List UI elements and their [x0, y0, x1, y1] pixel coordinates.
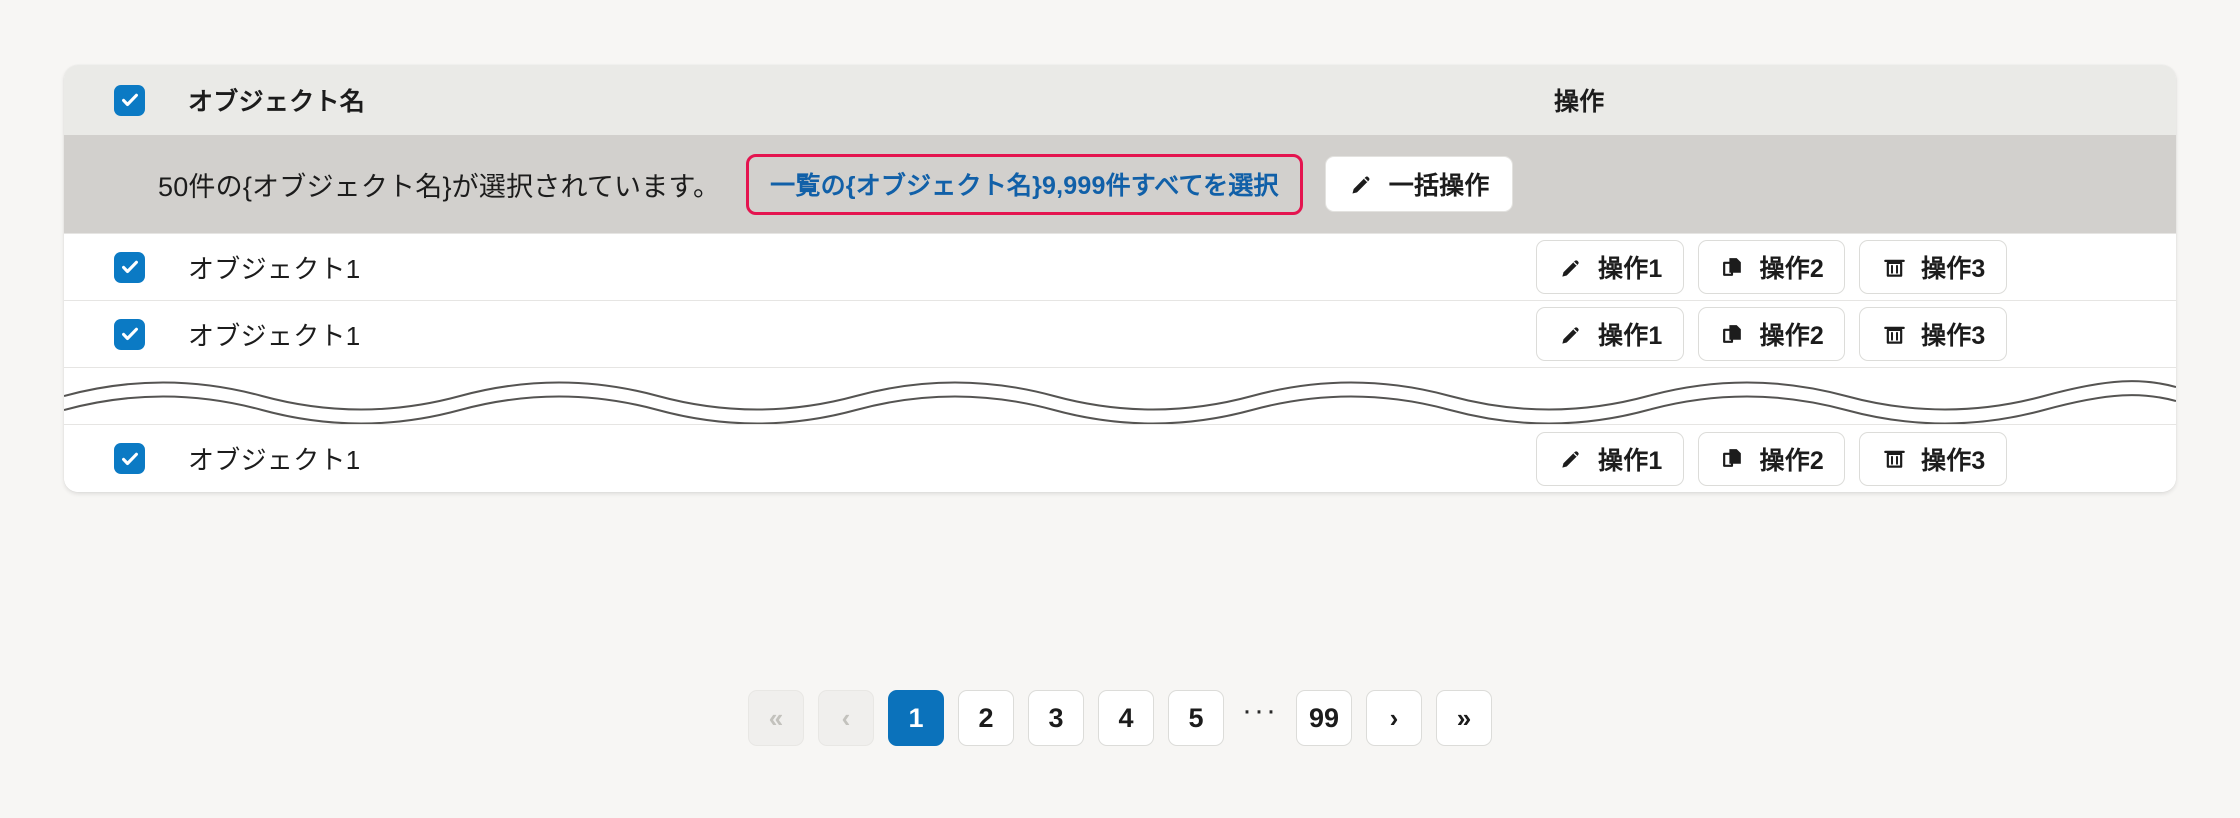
row-action-3-button[interactable]: 操作3 — [1859, 431, 2007, 486]
row-action-2-button[interactable]: 操作2 — [1697, 307, 1846, 361]
row-action-2-button[interactable]: 操作2 — [1697, 240, 1846, 294]
row-action-3-label: 操作3 — [1921, 322, 1986, 350]
select-all-checkbox[interactable] — [114, 84, 145, 116]
pencil-icon — [1348, 170, 1376, 198]
pagination-page-4[interactable]: 4 — [1098, 690, 1154, 746]
row-action-2-label: 操作2 — [1759, 446, 1825, 475]
row-action-1-button[interactable]: 操作1 — [1536, 431, 1684, 486]
object-table-card: オブジェクト名 操作 50件の{オブジェクト名}が選択されています。 一覧の{オ… — [64, 65, 2176, 492]
table-row[interactable]: オブジェクト1 操作1 — [64, 425, 2176, 492]
row-action-3-label: 操作3 — [1921, 446, 1986, 475]
pagination-page-last[interactable]: 99 — [1296, 690, 1352, 746]
pagination-page-1[interactable]: 1 — [888, 690, 944, 746]
pagination-last-button[interactable]: » — [1436, 690, 1492, 746]
select-all-link-focus-ring: 一覧の{オブジェクト名}9,999件すべてを選択 — [746, 153, 1303, 215]
table-header-row: オブジェクト名 操作 — [64, 65, 2176, 135]
copy-icon — [1719, 253, 1747, 281]
pagination-ellipsis: ··· — [1242, 694, 1278, 727]
row-action-2-label: 操作2 — [1759, 322, 1825, 350]
row-action-1-label: 操作1 — [1598, 322, 1663, 350]
copy-icon — [1719, 445, 1747, 473]
row-action-1-label: 操作1 — [1598, 446, 1663, 475]
selection-count-message: 50件の{オブジェクト名}が選択されています。 — [158, 171, 721, 202]
pagination-first-button[interactable]: « — [748, 690, 804, 746]
pagination-page-3[interactable]: 3 — [1028, 690, 1084, 746]
row-checkbox[interactable] — [114, 251, 145, 283]
pencil-icon — [1557, 253, 1585, 281]
row-checkbox-cell — [92, 251, 164, 283]
row-action-3-label: 操作3 — [1921, 255, 1986, 283]
row-object-name: オブジェクト1 — [188, 253, 361, 284]
bulk-action-button[interactable]: 一括操作 — [1324, 156, 1513, 212]
truncated-rows-wave-divider — [64, 367, 2176, 425]
row-action-2-button[interactable]: 操作2 — [1697, 431, 1846, 486]
pagination-next-button[interactable]: › — [1366, 690, 1422, 746]
trash-icon — [1880, 445, 1908, 473]
row-action-2-label: 操作2 — [1759, 255, 1825, 283]
row-checkbox[interactable] — [114, 443, 145, 474]
select-all-checkbox-cell — [92, 84, 164, 116]
row-actions: 操作1 操作2 — [1536, 431, 2176, 486]
column-header-actions: 操作 — [1554, 88, 1605, 116]
row-object-name: オブジェクト1 — [188, 320, 361, 351]
trash-icon — [1880, 253, 1908, 281]
copy-icon — [1719, 320, 1747, 348]
row-actions: 操作1 操作2 — [1536, 307, 2176, 361]
row-action-3-button[interactable]: 操作3 — [1859, 240, 2007, 294]
pagination-page-2[interactable]: 2 — [958, 690, 1014, 746]
row-action-1-label: 操作1 — [1598, 255, 1663, 283]
pencil-icon — [1557, 445, 1585, 473]
pencil-icon — [1557, 320, 1585, 348]
row-action-1-button[interactable]: 操作1 — [1536, 307, 1684, 361]
table-row[interactable]: オブジェクト1 操作1 — [64, 300, 2176, 367]
bulk-action-label: 一括操作 — [1388, 172, 1490, 200]
row-action-1-button[interactable]: 操作1 — [1536, 240, 1684, 294]
select-all-records-link[interactable]: 一覧の{オブジェクト名}9,999件すべてを選択 — [754, 166, 1295, 202]
table-row[interactable]: オブジェクト1 操作1 — [64, 233, 2176, 300]
row-checkbox[interactable] — [114, 318, 145, 350]
row-checkbox-cell — [92, 318, 164, 350]
pagination: « ‹ 1 2 3 4 5 ··· 99 › » — [0, 690, 2240, 746]
trash-icon — [1880, 320, 1908, 348]
row-object-name: オブジェクト1 — [188, 445, 361, 475]
column-header-object-name: オブジェクト名 — [188, 88, 366, 116]
row-action-3-button[interactable]: 操作3 — [1859, 307, 2007, 361]
selection-banner: 50件の{オブジェクト名}が選択されています。 一覧の{オブジェクト名}9,99… — [64, 135, 2176, 233]
row-checkbox-cell — [92, 443, 164, 474]
pagination-page-5[interactable]: 5 — [1168, 690, 1224, 746]
row-actions: 操作1 操作2 — [1536, 240, 2176, 294]
pagination-prev-button[interactable]: ‹ — [818, 690, 874, 746]
